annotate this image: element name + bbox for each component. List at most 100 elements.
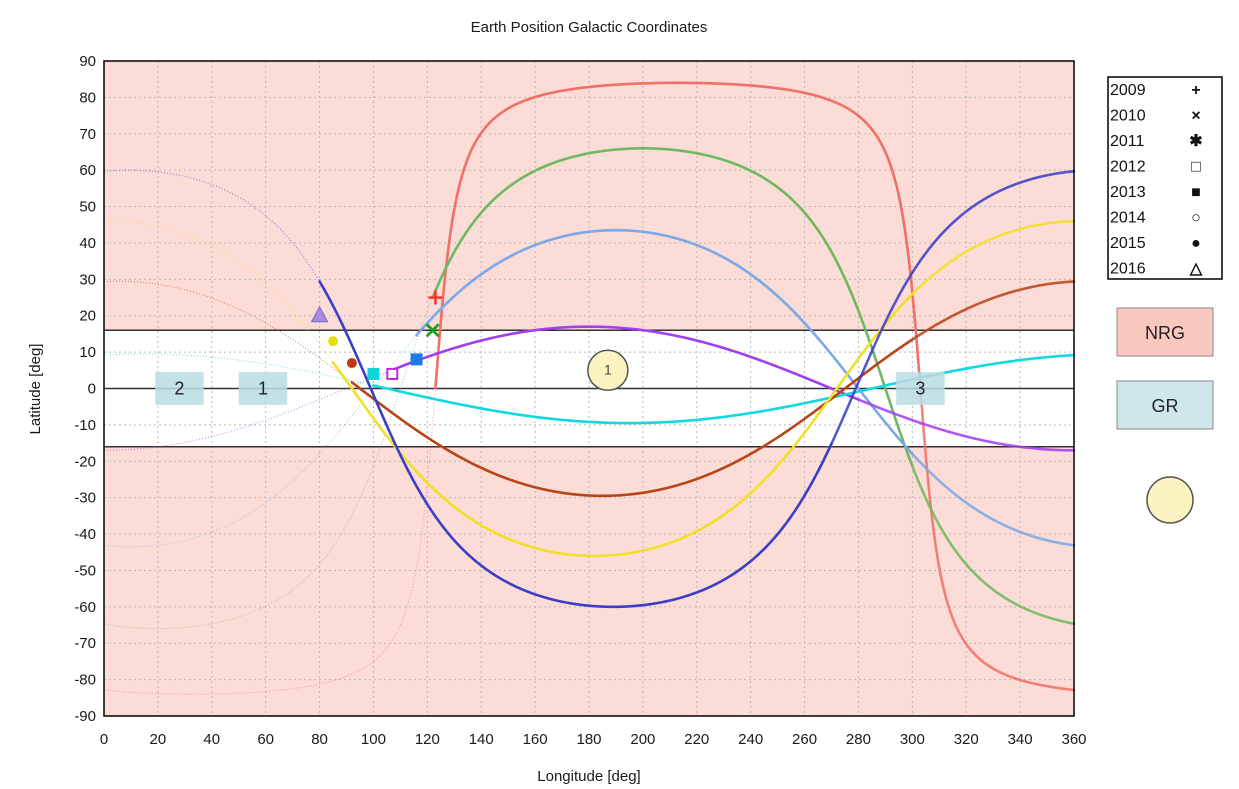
y-tick-label: 70 [79,126,96,143]
series-line-tail-2014 [911,280,1076,341]
series-line-2013 [372,353,1076,425]
y-tick-label: -70 [74,635,96,652]
series-line-tail-2016 [830,169,1076,445]
series-line-faint-2015 [103,220,1075,557]
start-marker-2014 [346,358,357,369]
legend-marker-2014: ○ [1191,210,1201,227]
legend-label-2015: 2015 [1110,235,1146,252]
zone-label-3: 3 [915,379,925,399]
region-circle [1146,476,1194,524]
zone-label-2: 2 [174,379,184,399]
x-tick-label: 60 [257,731,274,748]
series-line-faint-2013 [103,353,1075,424]
x-tick-label: 160 [523,731,548,748]
y-tick-label: 20 [79,308,96,325]
x-tick-label: 280 [846,731,871,748]
zone-circle-label: 1 [604,361,612,377]
x-tick-label: 120 [415,731,440,748]
legend-label-2012: 2012 [1110,159,1146,176]
start-marker-2016 [310,305,329,323]
legend-marker-2015: ● [1191,235,1201,252]
x-tick-label: 200 [630,731,655,748]
series-line-2015 [331,292,914,558]
y-tick-label: 40 [79,235,96,252]
x-tick-label: 240 [738,731,763,748]
zone-box-3 [896,372,945,405]
x-tick-label: 260 [792,731,817,748]
legend-frame [1107,76,1223,280]
start-marker-2009 [428,290,443,305]
legend-marker-2010: × [1191,108,1200,125]
y-tick-label: 80 [79,89,96,106]
series-curves [103,81,1076,695]
y-tick-label: 10 [79,344,96,361]
region-box-nrg [1116,307,1214,357]
y-axis-label: Latitude [deg] [27,344,44,435]
legend-label-2014: 2014 [1110,210,1146,227]
grid [104,61,1074,716]
legend-label-2009: 2009 [1110,82,1146,99]
start-marker-2011 [410,353,423,366]
zone-circle [587,349,629,392]
legend-marker-2013: ■ [1191,184,1201,201]
series-line-tail-2012 [857,398,1076,452]
legend-marker-2012: □ [1191,159,1201,176]
x-tick-label: 180 [576,731,601,748]
y-tick-label: -10 [74,417,96,434]
x-tick-label: 220 [684,731,709,748]
y-tick-label: 90 [79,53,96,70]
legend-marker-2016: △ [1189,261,1203,278]
legend-label-2011: 2011 [1110,133,1145,150]
x-tick-label: 100 [361,731,386,748]
series-line-faint-2010 [103,147,1075,630]
x-tick-label: 0 [100,731,108,748]
y-tick-label: -80 [74,672,96,689]
y-tick-label: 60 [79,162,96,179]
plot-border [103,60,1075,717]
y-tick-label: -50 [74,562,96,579]
circle-marker: 1 [587,349,629,392]
zone-boxes: 2 1 3 [155,372,945,405]
start-marker-2015 [328,336,339,347]
chart-title: Earth Position Galactic Coordinates [471,19,708,36]
y-tick-label: -90 [74,708,96,725]
series-line-tail-2009 [919,387,1076,692]
y-tick-label: -20 [74,453,96,470]
start-marker-2010 [425,323,440,338]
series-line-2010 [431,147,914,468]
series-line-tail-2015 [911,219,1076,296]
zone-box-2 [155,372,204,405]
x-tick-label: 320 [954,731,979,748]
x-tick-label: 340 [1008,731,1033,748]
x-axis-label: Longitude [deg] [537,768,640,785]
series-line-2012 [391,325,860,401]
plot-frame [103,60,1075,717]
series-line-2016 [318,280,833,609]
series-line-tail-2011 [911,452,1076,547]
zone-label-1: 1 [258,379,268,399]
series-line-2014 [350,338,914,498]
region-legend: NRG GR [1116,307,1214,524]
start-markers [310,290,443,380]
start-marker-2012 [386,367,399,380]
legend-marker-2011: ✱ [1189,133,1202,150]
y-tick-label: 0 [88,381,96,398]
x-tick-label: 300 [900,731,925,748]
x-tick-label: 20 [150,731,167,748]
series-line-2009 [434,81,922,390]
zone-box-1 [238,372,288,405]
y-tick-label: 50 [79,199,96,216]
legend-label-2016: 2016 [1110,261,1146,278]
legend-marker-2009: + [1191,82,1200,99]
x-tick-label: 80 [311,731,328,748]
x-tick-label: 140 [469,731,494,748]
region-label-nrg: NRG [1145,323,1185,343]
x-tick-labels: 0 20 40 60 80 100 120 140 160 180 200 220 240 260 280 3… [100,731,1087,748]
legend-label-2013: 2013 [1110,184,1146,201]
start-marker-2013 [367,367,380,380]
y-tick-labels: 90 80 70 60 50 40 30 20 10 0 -10 -20 -30 -40 -50 -60 -70… [74,53,96,725]
y-tick-label: 30 [79,271,96,288]
series-line-tail-2010 [911,464,1076,626]
series-line-2011 [415,228,914,456]
